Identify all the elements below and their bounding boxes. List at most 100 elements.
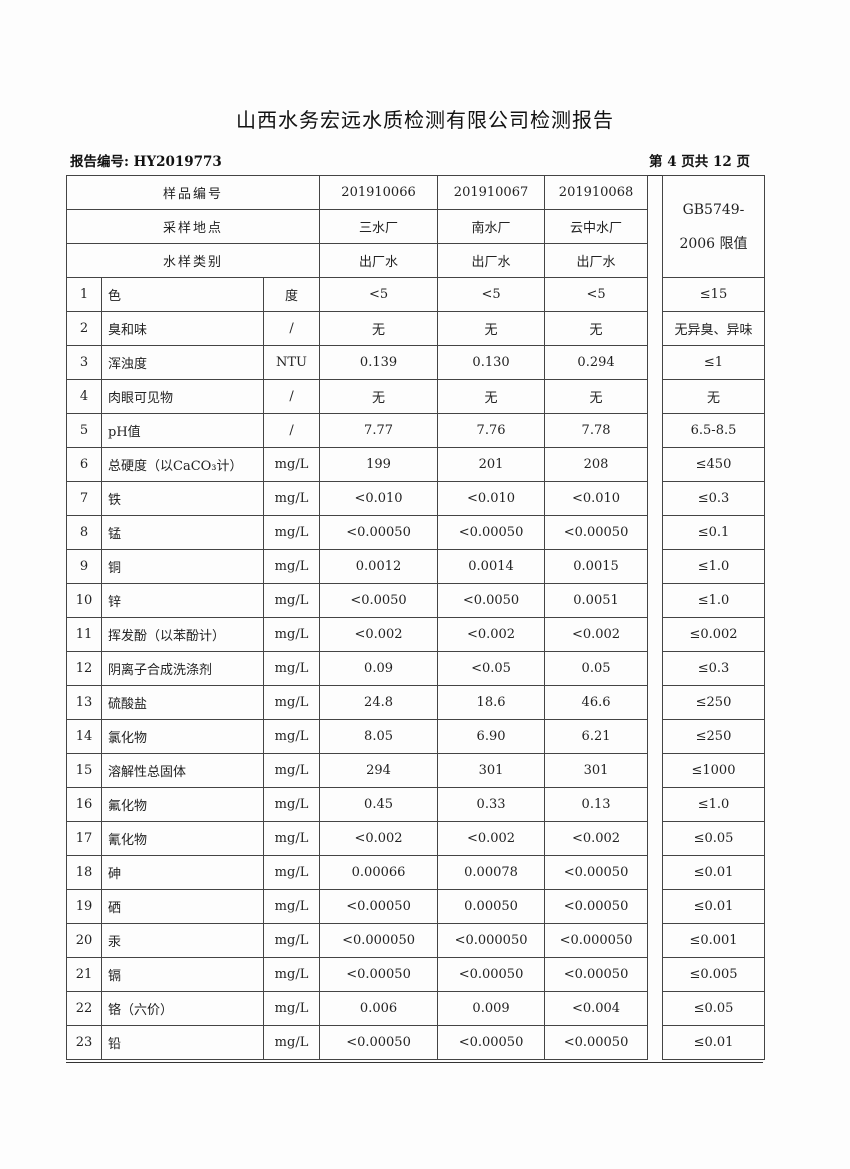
limit-value: ≤0.01 [662,1025,765,1060]
row-number: 7 [66,481,102,516]
limit-row: ≤1000 [662,753,765,788]
table-row: 20 汞 mg/L <0.000050 <0.000050 <0.000050 [66,923,649,958]
result-value: 0.009 [437,991,546,1026]
result-value: 0.130 [437,345,546,380]
result-value: 0.0051 [544,583,649,618]
limit-value: ≤0.001 [662,923,765,958]
result-value: 无 [437,379,546,414]
limit-value: ≤250 [662,685,765,720]
row-number: 15 [66,753,102,788]
result-value: <0.002 [319,821,439,856]
row-number: 14 [66,719,102,754]
item-name: 汞 [101,923,264,958]
result-value: 0.00050 [437,889,546,924]
result-value: <0.00050 [319,515,439,550]
item-name: 砷 [101,855,264,890]
result-value: <0.00050 [544,889,649,924]
result-value: <0.00050 [544,957,649,992]
result-value: 0.294 [544,345,649,380]
limit-value: ≤0.005 [662,957,765,992]
result-value: 无 [319,311,439,346]
row-number: 22 [66,991,102,1026]
limit-row: ≤450 [662,447,765,482]
limit-row: ≤0.01 [662,1025,765,1060]
result-value: 0.0012 [319,549,439,584]
item-name: 硫酸盐 [101,685,264,720]
row-number: 3 [66,345,102,380]
sample-type: 出厂水 [544,243,649,278]
result-value: <0.00050 [437,1025,546,1060]
result-value: 6.90 [437,719,546,754]
result-value: <0.010 [437,481,546,516]
limit-value: ≤0.05 [662,821,765,856]
table-row: 21 镉 mg/L <0.00050 <0.00050 <0.00050 [66,957,649,992]
limit-value: ≤1.0 [662,549,765,584]
result-value: <0.002 [544,617,649,652]
result-value: 0.45 [319,787,439,822]
item-name: 氯化物 [101,719,264,754]
report-number: 报告编号: HY2019773 [70,154,222,170]
item-name: 臭和味 [101,311,264,346]
limit-value: ≤250 [662,719,765,754]
table-row: 9 铜 mg/L 0.0012 0.0014 0.0015 [66,549,649,584]
table-row: 4 肉眼可见物 / 无无无 [66,379,649,414]
item-name: 镉 [101,957,264,992]
result-value: <0.0050 [319,583,439,618]
result-value: 无 [437,311,546,346]
result-value: <0.00050 [437,515,546,550]
limit-value: ≤0.002 [662,617,765,652]
row-number: 12 [66,651,102,686]
limit-row: ≤15 [662,277,765,312]
table-row: 23 铅 mg/L <0.00050 <0.00050 <0.00050 [66,1025,649,1060]
result-value: <0.0050 [437,583,546,618]
result-value: 8.05 [319,719,439,754]
unit: mg/L [262,855,321,890]
item-name: pH值 [101,413,264,448]
result-value: 0.006 [319,991,439,1026]
header-row-type: 水样类别 出厂水 出厂水 出厂水 [65,243,649,278]
location-label: 采样地点 [65,209,321,244]
table-row: 2 臭和味 / 无无无 [66,311,649,346]
result-value: 24.8 [319,685,439,720]
sample-no: 201910068 [544,175,649,210]
item-name: 总硬度（以CaCO₃计） [101,447,264,482]
table-row: 5 pH值/7.77 7.76 7.78 [66,413,649,448]
result-value: <0.00050 [319,1025,439,1060]
result-value: 7.77 [319,413,439,448]
result-value: <0.002 [437,617,546,652]
unit: mg/L [262,1025,321,1060]
header-row-location: 采样地点 三水厂 南水厂 云中水厂 [65,209,649,244]
result-value: 294 [319,753,439,788]
item-name: 铅 [101,1025,264,1060]
item-name: 挥发酚（以苯酚计） [101,617,264,652]
item-name: 锰 [101,515,264,550]
result-value: 7.76 [437,413,546,448]
limit-row: ≤1.0 [662,787,765,822]
result-value: 0.33 [437,787,546,822]
type-label: 水样类别 [65,243,321,278]
limit-row: ≤0.002 [662,617,765,652]
result-value: <0.010 [544,481,649,516]
row-number: 9 [66,549,102,584]
limit-row: ≤250 [662,685,765,720]
sample-type: 出厂水 [319,243,439,278]
result-value: 301 [437,753,546,788]
limit-value: ≤1.0 [662,787,765,822]
unit: mg/L [262,583,321,618]
row-number: 16 [66,787,102,822]
result-value: 0.09 [319,651,439,686]
sample-location: 南水厂 [437,209,546,244]
result-value: 7.78 [544,413,649,448]
result-value: <0.004 [544,991,649,1026]
result-value: <0.002 [437,821,546,856]
row-number: 5 [66,413,102,448]
item-name: 浑浊度 [101,345,264,380]
unit: mg/L [262,787,321,822]
limit-value: 6.5-8.5 [662,413,765,448]
limit-value: ≤0.01 [662,855,765,890]
table-row: 17 氰化物 mg/L <0.002 <0.002 <0.002 [66,821,649,856]
table-row: 16 氟化物 mg/L 0.45 0.33 0.13 [66,787,649,822]
limit-value: ≤0.3 [662,651,765,686]
table-row: 15 溶解性总固体 mg/L 294 301 301 [66,753,649,788]
